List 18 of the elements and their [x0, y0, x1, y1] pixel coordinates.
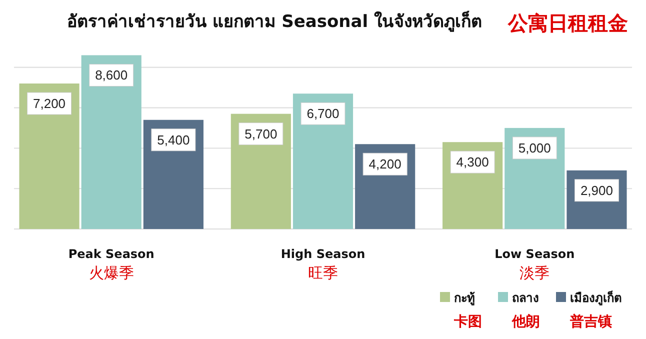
- data-label: 6,700: [306, 106, 340, 122]
- data-label: 4,200: [368, 156, 402, 172]
- data-label: 8,600: [95, 68, 128, 83]
- legend-label: เมืองภูเก็ต 普吉镇: [569, 290, 622, 330]
- data-label: 5,000: [518, 140, 551, 156]
- x-tick-label: High Season 旺季: [280, 247, 366, 282]
- x-tick-label: Low Season 淡季: [494, 247, 575, 282]
- data-label: 4,300: [456, 154, 489, 170]
- data-label: 5,400: [157, 132, 190, 148]
- chart-title: อัตราค่าเช่ารายวัน แยกตาม Seasonal ในจังหวัดภูเก็ต: [66, 9, 482, 33]
- x-tick-label: Peak Season 火爆季: [68, 247, 154, 282]
- legend-label: กะทู้ 卡图: [453, 291, 482, 330]
- bar: [81, 55, 142, 229]
- legend-label: ถลาง 他朗: [511, 291, 540, 330]
- chart-subtitle: 公寓日租租金: [507, 11, 628, 35]
- data-label: 5,700: [244, 126, 278, 142]
- data-label: 2,900: [580, 182, 613, 198]
- data-label: 7,200: [33, 96, 66, 112]
